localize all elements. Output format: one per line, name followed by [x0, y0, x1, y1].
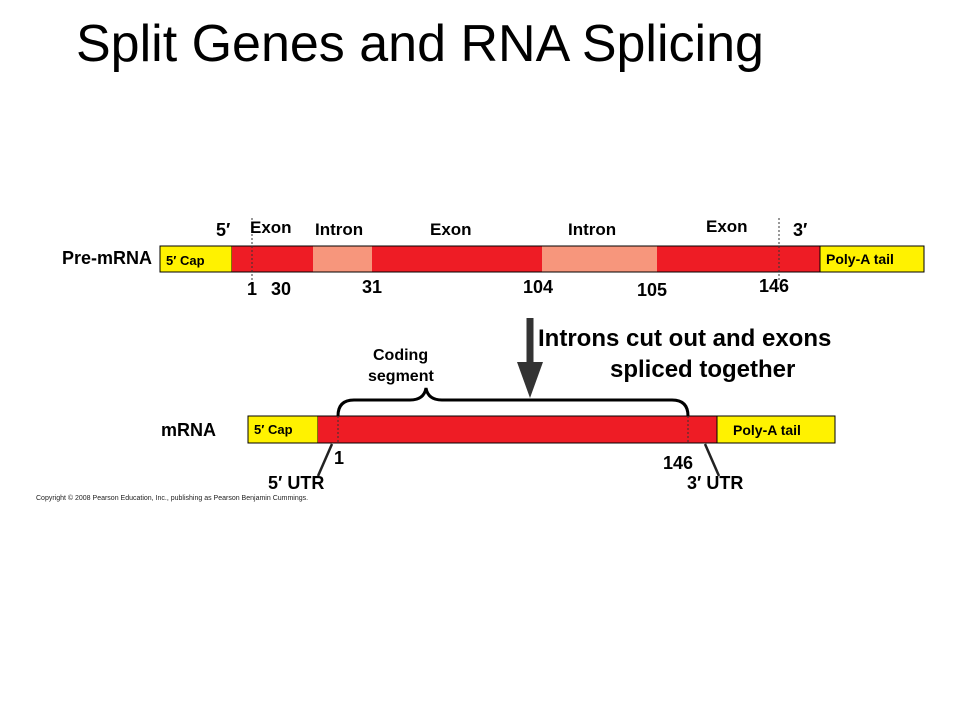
- down-arrow-icon: [517, 362, 543, 398]
- pre-mrna-position-5: 105: [637, 280, 667, 300]
- mrna-outline: [247, 415, 836, 444]
- pre-mrna-segment-label-3: Exon: [430, 220, 472, 239]
- pre-mrna-segment-label-4: Intron: [568, 220, 616, 239]
- pre-mrna-intron-1: [313, 246, 372, 272]
- mrna-end-position: 146: [663, 453, 693, 473]
- copyright-notice: Copyright © 2008 Pearson Education, Inc.…: [36, 495, 309, 502]
- pre-mrna-cap-label: 5′ Cap: [166, 253, 205, 268]
- arrow-caption-line-1: Introns cut out and exons: [538, 325, 831, 352]
- pre-mrna-outline: [159, 245, 925, 273]
- pre-mrna-exon-1: [232, 246, 313, 272]
- pre-mrna-position-3: 31: [362, 277, 382, 297]
- page-title: Split Genes and RNA Splicing: [76, 15, 764, 73]
- pre-mrna-label: Pre-mRNA: [62, 248, 152, 268]
- pre-mrna-segment-label-5: Exon: [706, 217, 748, 236]
- splicing-arrow-group: Introns cut out and exons spliced togeth…: [517, 318, 831, 398]
- pre-mrna-position-1: 1: [247, 279, 257, 299]
- pre-mrna-segment-label-2: Intron: [315, 220, 363, 239]
- mrna-tail-label: Poly-A tail: [733, 422, 801, 438]
- pre-mrna-position-4: 104: [523, 277, 553, 297]
- pre-mrna-3prime: 3′: [793, 220, 807, 240]
- coding-segment-label-1: Coding: [373, 347, 428, 364]
- mrna-cap-label: 5′ Cap: [254, 422, 293, 437]
- pre-mrna-exon-3: [657, 246, 820, 272]
- pre-mrna-intron-2: [542, 246, 657, 272]
- pre-mrna-tail-label: Poly-A tail: [826, 251, 894, 267]
- pre-mrna-exon-2: [372, 246, 542, 272]
- coding-segment-label-2: segment: [368, 368, 434, 385]
- pre-mrna-segment-label-1: Exon: [250, 218, 292, 237]
- pre-mrna-cap: [159, 245, 233, 273]
- arrow-caption-line-2: spliced together: [610, 356, 795, 383]
- mrna-group: mRNA Coding segment 5′ Cap Poly-A tail 1…: [161, 347, 836, 493]
- mrna-exons: [318, 416, 717, 443]
- utr5-label: 5′ UTR: [268, 473, 324, 493]
- pre-mrna-position-6: 146: [759, 276, 789, 296]
- utr3-label: 3′ UTR: [687, 473, 743, 493]
- pre-mrna-position-2: 30: [271, 279, 291, 299]
- coding-segment-brace: [336, 387, 690, 417]
- pre-mrna-group: Pre-mRNA 5′ Cap Poly-A tail 5′ Ex: [62, 217, 925, 300]
- mrna-start-position: 1: [334, 448, 344, 468]
- utr5-pointer: [316, 443, 334, 477]
- utr3-pointer: [703, 443, 721, 477]
- mrna-label: mRNA: [161, 420, 216, 440]
- pre-mrna-5prime: 5′: [216, 220, 230, 240]
